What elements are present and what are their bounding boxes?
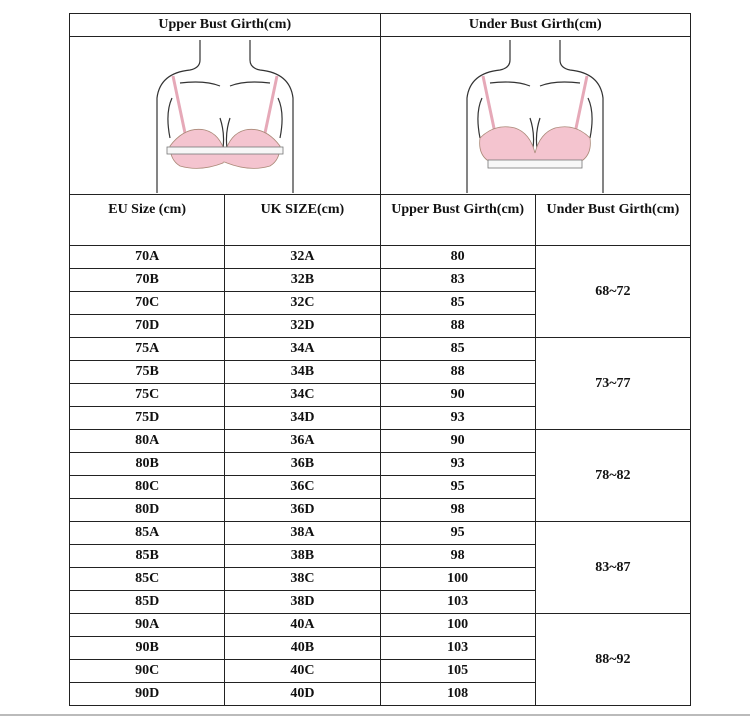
table-row: 80B 36B 93 <box>68 452 691 476</box>
col-header-uk: UK SIZE(cm) <box>224 194 381 246</box>
upper-bust-cell: 105 <box>379 659 536 683</box>
upper-bust-measure-icon <box>156 40 294 193</box>
eu-size-cell: 85A <box>68 521 226 545</box>
size-rows: 70A 32A 80 68~72 70B 32B 83 70C 32C 85 70D 32D 88 75A… <box>68 245 692 706</box>
col-header-eu: EU Size (cm) <box>68 194 226 246</box>
upper-bust-cell: 95 <box>379 521 536 545</box>
upper-bust-header: Upper Bust Girth(cm) <box>69 13 381 37</box>
uk-size-cell: 32A <box>224 245 381 269</box>
upper-bust-cell: 85 <box>379 337 536 361</box>
upper-bust-cell: 88 <box>379 314 536 338</box>
upper-bust-cell: 95 <box>379 475 536 499</box>
eu-size-cell: 75C <box>68 383 226 407</box>
eu-size-cell: 90D <box>68 682 226 706</box>
upper-bust-cell: 100 <box>379 613 536 637</box>
eu-size-cell: 80C <box>68 475 226 499</box>
col-header-upper: Upper Bust Girth(cm) <box>379 194 536 246</box>
upper-bust-cell: 90 <box>379 383 536 407</box>
table-row: 85B 38B 98 <box>68 544 691 568</box>
uk-size-cell: 32D <box>224 314 381 338</box>
table-row: 75D 34D 93 <box>68 406 691 430</box>
uk-size-cell: 34B <box>224 360 381 384</box>
upper-bust-cell: 83 <box>379 268 536 292</box>
eu-size-cell: 80B <box>68 452 226 476</box>
uk-size-cell: 34C <box>224 383 381 407</box>
uk-size-cell: 36A <box>224 429 381 453</box>
table-row: 70A 32A 80 68~72 <box>68 245 692 338</box>
uk-size-cell: 32C <box>224 291 381 315</box>
upper-bust-illustration <box>69 36 381 195</box>
under-bust-cell: 68~72 <box>534 245 692 338</box>
col-header-under: Under Bust Girth(cm) <box>534 194 692 246</box>
eu-size-cell: 70C <box>68 291 226 315</box>
eu-size-cell: 70D <box>68 314 226 338</box>
under-bust-header: Under Bust Girth(cm) <box>379 13 691 37</box>
bottom-divider <box>0 714 750 716</box>
upper-bust-cell: 93 <box>379 406 536 430</box>
size-chart-table: Upper Bust Girth(cm) Under Bust Girth(cm… <box>68 13 692 706</box>
table-row: 70D 32D 88 <box>68 314 691 338</box>
upper-bust-cell: 93 <box>379 452 536 476</box>
uk-size-cell: 40B <box>224 636 381 660</box>
under-bust-cell: 83~87 <box>534 521 692 614</box>
under-bust-illustration <box>379 36 691 195</box>
upper-bust-cell: 88 <box>379 360 536 384</box>
eu-size-cell: 70B <box>68 268 226 292</box>
table-row: 90A 40A 100 88~92 <box>68 613 692 706</box>
table-row: 80A 36A 90 78~82 <box>68 429 692 522</box>
upper-bust-cell: 85 <box>379 291 536 315</box>
eu-size-cell: 90B <box>68 636 226 660</box>
uk-size-cell: 38B <box>224 544 381 568</box>
table-row: 70B 32B 83 <box>68 268 691 292</box>
eu-size-cell: 90C <box>68 659 226 683</box>
uk-size-cell: 34A <box>224 337 381 361</box>
uk-size-cell: 38A <box>224 521 381 545</box>
upper-bust-cell: 98 <box>379 544 536 568</box>
eu-size-cell: 85B <box>68 544 226 568</box>
upper-bust-cell: 90 <box>379 429 536 453</box>
eu-size-cell: 80A <box>68 429 226 453</box>
under-bust-measure-icon <box>466 40 604 193</box>
uk-size-cell: 36D <box>224 498 381 522</box>
uk-size-cell: 40D <box>224 682 381 706</box>
table-row: 90D 40D 108 <box>68 682 691 706</box>
upper-bust-cell: 103 <box>379 590 536 614</box>
table-row: 70C 32C 85 <box>68 291 691 315</box>
eu-size-cell: 70A <box>68 245 226 269</box>
eu-size-cell: 80D <box>68 498 226 522</box>
eu-size-cell: 90A <box>68 613 226 637</box>
upper-bust-cell: 98 <box>379 498 536 522</box>
under-bust-cell: 88~92 <box>534 613 692 706</box>
upper-bust-cell: 103 <box>379 636 536 660</box>
table-row: 80C 36C 95 <box>68 475 691 499</box>
uk-size-cell: 38D <box>224 590 381 614</box>
table-row: 85A 38A 95 83~87 <box>68 521 692 614</box>
uk-size-cell: 38C <box>224 567 381 591</box>
upper-bust-cell: 108 <box>379 682 536 706</box>
under-bust-cell: 78~82 <box>534 429 692 522</box>
eu-size-cell: 75A <box>68 337 226 361</box>
under-bust-cell: 73~77 <box>534 337 692 430</box>
eu-size-cell: 85D <box>68 590 226 614</box>
uk-size-cell: 32B <box>224 268 381 292</box>
uk-size-cell: 34D <box>224 406 381 430</box>
upper-bust-cell: 80 <box>379 245 536 269</box>
eu-size-cell: 75B <box>68 360 226 384</box>
uk-size-cell: 36C <box>224 475 381 499</box>
eu-size-cell: 75D <box>68 406 226 430</box>
eu-size-cell: 85C <box>68 567 226 591</box>
uk-size-cell: 40A <box>224 613 381 637</box>
table-row: 75B 34B 88 <box>68 360 691 384</box>
upper-bust-cell: 100 <box>379 567 536 591</box>
table-row: 85C 38C 100 <box>68 567 691 591</box>
table-row: 75C 34C 90 <box>68 383 691 407</box>
uk-size-cell: 36B <box>224 452 381 476</box>
table-row: 75A 34A 85 73~77 <box>68 337 692 430</box>
table-row: 80D 36D 98 <box>68 498 691 522</box>
uk-size-cell: 40C <box>224 659 381 683</box>
